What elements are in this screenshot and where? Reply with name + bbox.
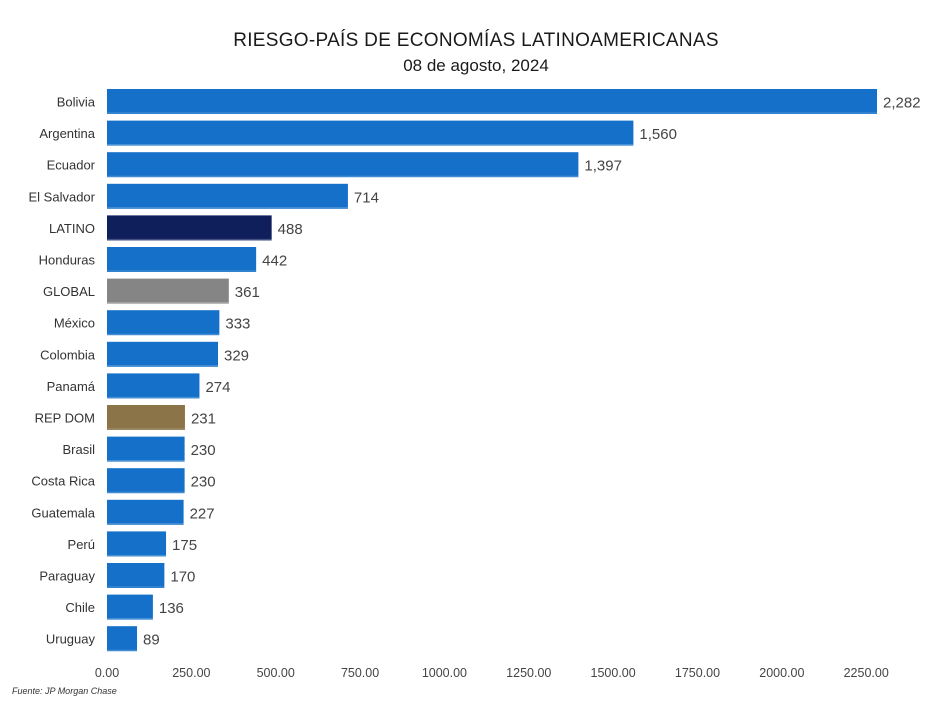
category-label: Paraguay bbox=[39, 569, 95, 584]
value-label: 714 bbox=[354, 189, 379, 206]
category-label: Panamá bbox=[47, 379, 96, 394]
value-label: 488 bbox=[278, 221, 303, 238]
bar-el-salvador bbox=[107, 183, 348, 209]
bar-rep-dom bbox=[107, 405, 185, 430]
value-label: 89 bbox=[143, 632, 160, 649]
category-label: Uruguay bbox=[46, 632, 96, 647]
value-label: 231 bbox=[191, 411, 216, 428]
source-note: Fuente: JP Morgan Chase bbox=[12, 686, 117, 696]
category-label: Argentina bbox=[39, 126, 95, 141]
bar-uruguay bbox=[107, 626, 138, 652]
category-label: Bolivia bbox=[57, 95, 96, 110]
x-tick-label: 250.00 bbox=[172, 666, 210, 680]
bar-brasil bbox=[107, 436, 185, 462]
value-label: 1,397 bbox=[584, 158, 622, 175]
bar-latino bbox=[107, 215, 272, 241]
category-label: México bbox=[54, 316, 95, 331]
x-tick-label: 1000.00 bbox=[422, 666, 467, 680]
category-label: GLOBAL bbox=[43, 284, 95, 299]
value-label: 136 bbox=[159, 600, 184, 617]
category-label: Ecuador bbox=[47, 158, 96, 173]
value-label: 230 bbox=[191, 442, 216, 459]
value-label: 175 bbox=[172, 537, 197, 554]
x-tick-label: 1750.00 bbox=[675, 666, 720, 680]
value-label: 1,560 bbox=[639, 126, 677, 143]
bar-colombia bbox=[107, 341, 219, 367]
value-label: 333 bbox=[225, 316, 250, 333]
bar-bolivia bbox=[107, 89, 877, 114]
x-tick-label: 1250.00 bbox=[506, 666, 551, 680]
x-tick-label: 2000.00 bbox=[759, 666, 804, 680]
bar-méxico bbox=[107, 310, 220, 336]
category-label: Colombia bbox=[40, 347, 96, 362]
category-label: Honduras bbox=[39, 253, 96, 268]
x-tick-label: 500.00 bbox=[257, 666, 295, 680]
category-label: LATINO bbox=[49, 221, 95, 236]
category-label: Perú bbox=[68, 537, 95, 552]
value-label: 227 bbox=[190, 505, 215, 522]
category-label: Chile bbox=[65, 600, 95, 615]
bar-perú bbox=[107, 531, 167, 557]
bar-panamá bbox=[107, 373, 200, 399]
category-label: Costa Rica bbox=[31, 474, 95, 489]
value-label: 361 bbox=[235, 284, 260, 301]
bar-paraguay bbox=[107, 563, 165, 588]
x-tick-label: 2250.00 bbox=[844, 666, 889, 680]
bar-ecuador bbox=[107, 152, 579, 178]
bar-chile bbox=[107, 594, 153, 620]
value-label: 170 bbox=[170, 569, 195, 586]
value-label: 2,282 bbox=[883, 95, 921, 112]
chart-subtitle: 08 de agosto, 2024 bbox=[403, 56, 549, 75]
bar-argentina bbox=[107, 120, 634, 146]
category-label: REP DOM bbox=[35, 411, 95, 426]
value-label: 230 bbox=[191, 474, 216, 491]
x-tick-label: 0.00 bbox=[95, 666, 119, 680]
value-label: 442 bbox=[262, 253, 287, 270]
bar-global bbox=[107, 278, 229, 304]
x-tick-label: 750.00 bbox=[341, 666, 379, 680]
chart-title: RIESGO-PAÍS DE ECONOMÍAS LATINOAMERICANA… bbox=[233, 30, 719, 51]
bar-guatemala bbox=[107, 499, 184, 525]
bar-honduras bbox=[107, 247, 257, 272]
category-label: El Salvador bbox=[29, 189, 96, 204]
value-label: 274 bbox=[205, 379, 230, 396]
category-label: Brasil bbox=[62, 442, 95, 457]
x-tick-label: 1500.00 bbox=[591, 666, 636, 680]
bar-costa-rica bbox=[107, 468, 185, 494]
category-label: Guatemala bbox=[31, 505, 95, 520]
value-label: 329 bbox=[224, 347, 249, 364]
